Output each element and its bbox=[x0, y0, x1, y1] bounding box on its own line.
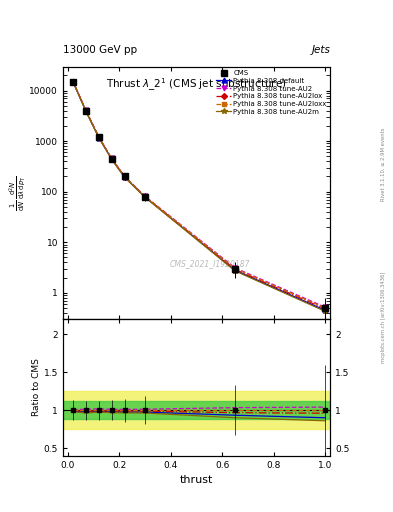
Legend: CMS, Pythia 8.308 default, Pythia 8.308 tune-AU2, Pythia 8.308 tune-AU2lox, Pyth: CMS, Pythia 8.308 default, Pythia 8.308 … bbox=[215, 69, 328, 116]
Text: Jets: Jets bbox=[311, 45, 330, 55]
X-axis label: thrust: thrust bbox=[180, 475, 213, 485]
Y-axis label: Ratio to CMS: Ratio to CMS bbox=[32, 358, 41, 416]
Text: Thrust $\lambda\_2^1$ (CMS jet substructure): Thrust $\lambda\_2^1$ (CMS jet substruct… bbox=[106, 77, 287, 93]
Text: Rivet 3.1.10, ≥ 2.9M events: Rivet 3.1.10, ≥ 2.9M events bbox=[381, 127, 386, 201]
Text: mcplots.cern.ch [arXiv:1306.3436]: mcplots.cern.ch [arXiv:1306.3436] bbox=[381, 272, 386, 363]
Text: 13000 GeV pp: 13000 GeV pp bbox=[63, 45, 137, 55]
Y-axis label: $\frac{1}{\mathrm{d}N}\,\frac{\mathrm{d}^{2}N}{\mathrm{d}\lambda\,\mathrm{d}p_\m: $\frac{1}{\mathrm{d}N}\,\frac{\mathrm{d}… bbox=[7, 175, 28, 210]
Bar bbox=[63, 391, 330, 429]
Text: CMS_2021_I1920187: CMS_2021_I1920187 bbox=[170, 259, 250, 268]
Bar bbox=[63, 401, 330, 419]
